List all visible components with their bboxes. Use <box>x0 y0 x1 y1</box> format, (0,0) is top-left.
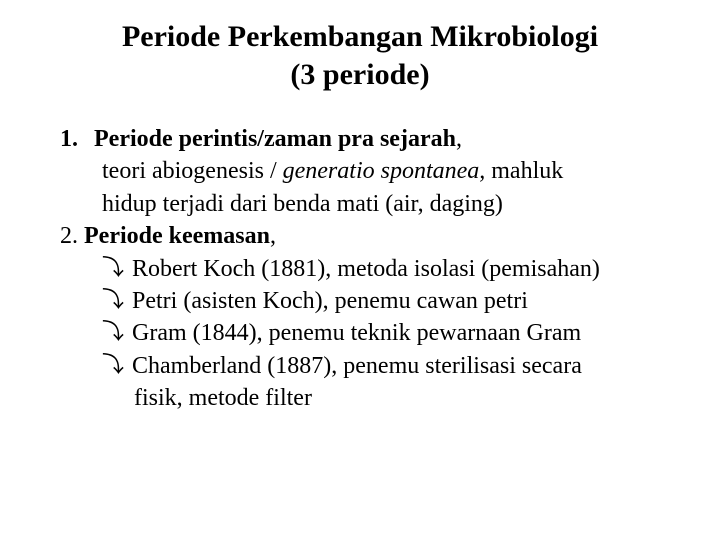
item-1-line-3: hidup terjadi dari benda mati (air, dagi… <box>60 188 670 220</box>
bullet-icon: ⤵ <box>102 285 132 317</box>
item-1-line-2: teori abiogenesis / generatio spontanea,… <box>60 155 670 187</box>
bullet-1-text: Robert Koch (1881), metoda isolasi (pemi… <box>132 253 600 285</box>
bullet-icon: ⤵ <box>102 350 132 382</box>
bullet-item-3: ⤵ Gram (1844), penemu teknik pewarnaan G… <box>60 317 670 349</box>
slide-title: Periode Perkembangan Mikrobiologi (3 per… <box>50 18 670 93</box>
bullet-item-4: ⤵ Chamberland (1887), penemu sterilisasi… <box>60 350 670 382</box>
title-line-1: Periode Perkembangan Mikrobiologi <box>50 18 670 56</box>
item-1-number: 1. <box>60 123 94 155</box>
title-line-2: (3 periode) <box>50 56 670 94</box>
bullet-4-text-line-1: Chamberland (1887), penemu sterilisasi s… <box>132 350 582 382</box>
item-2-title: Periode keemasan <box>84 223 270 249</box>
bullet-icon: ⤵ <box>102 253 132 285</box>
bullet-2-text: Petri (asisten Koch), penemu cawan petri <box>132 285 528 317</box>
list-item-2-header: 2. Periode keemasan, <box>60 220 670 252</box>
slide-body: 1. Periode perintis/zaman pra sejarah, t… <box>50 123 670 415</box>
bullet-3-text: Gram (1844), penemu teknik pewarnaan Gra… <box>132 317 581 349</box>
bullet-item-2: ⤵ Petri (asisten Koch), penemu cawan pet… <box>60 285 670 317</box>
bullet-icon: ⤵ <box>102 317 132 349</box>
item-1-title: Periode perintis/zaman pra sejarah, <box>94 123 462 155</box>
bullet-4-text-line-2: fisik, metode filter <box>60 382 670 414</box>
list-item-1-header: 1. Periode perintis/zaman pra sejarah, <box>60 123 670 155</box>
item-2-number: 2. <box>60 223 84 249</box>
bullet-item-1: ⤵ Robert Koch (1881), metoda isolasi (pe… <box>60 253 670 285</box>
